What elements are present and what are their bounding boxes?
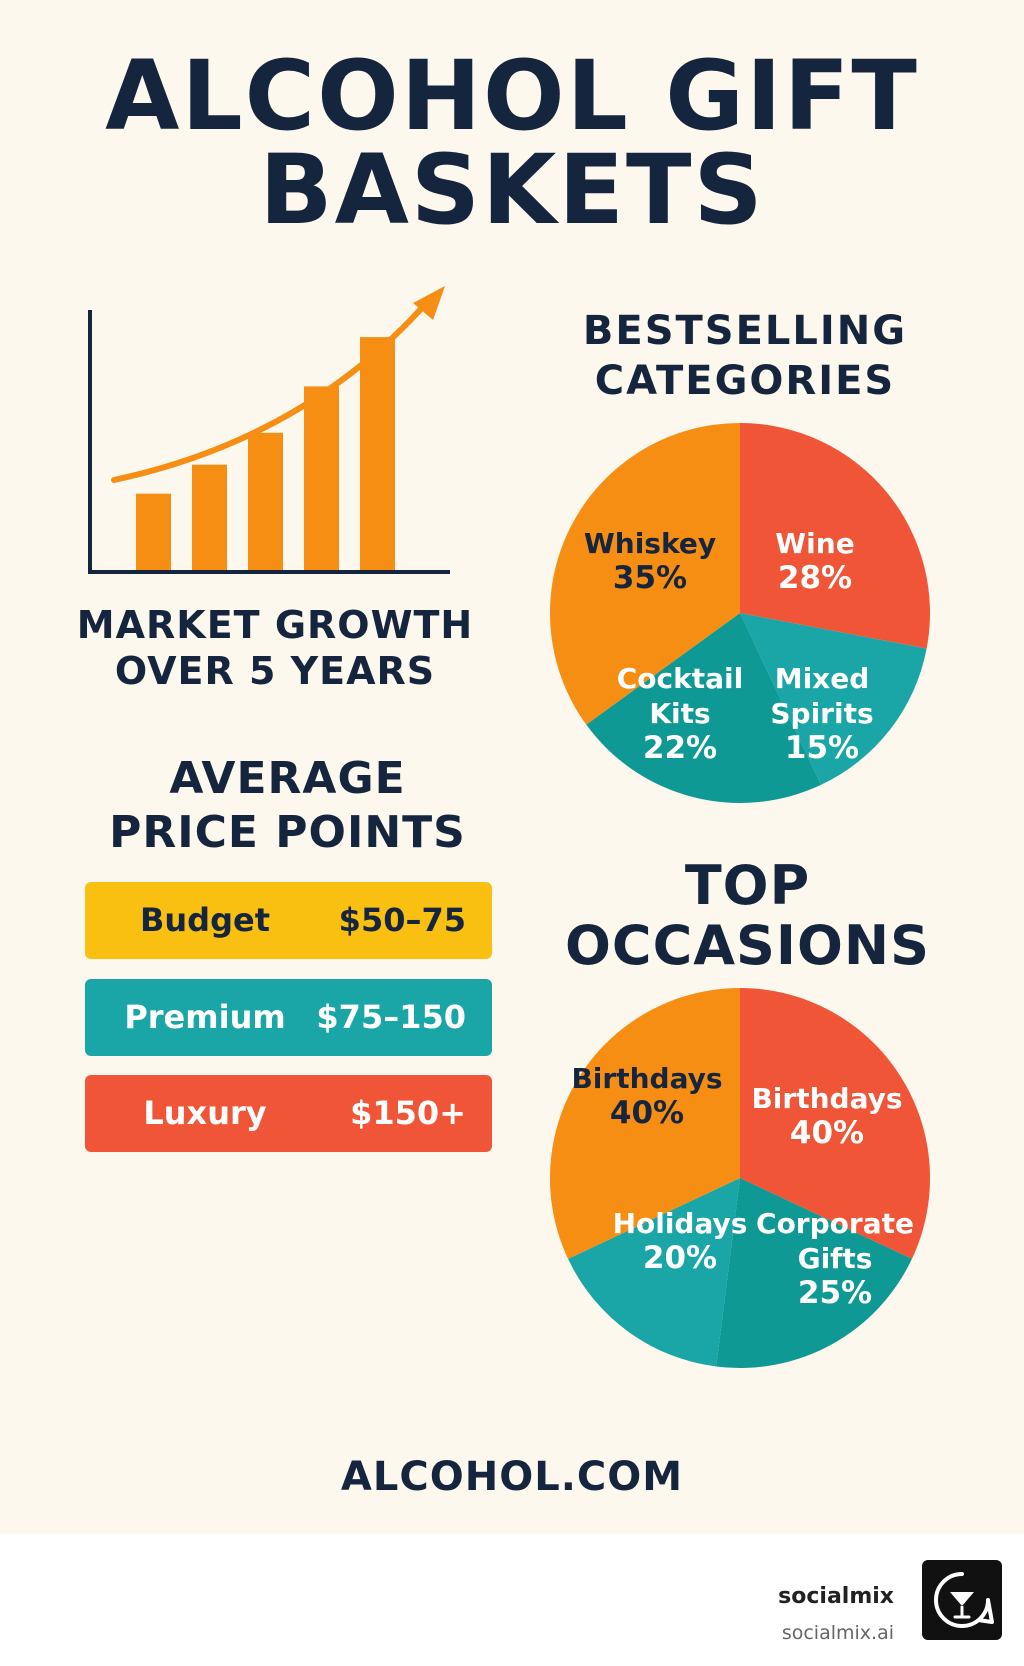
pie-slice (550, 423, 740, 725)
cocktail-glass-icon (934, 1572, 994, 1628)
growth-bar (248, 432, 283, 572)
price-tier-budget: Budget $50–75 (85, 882, 492, 959)
price-tier-label: Premium (124, 998, 286, 1036)
pie-slice-label: Whiskey 35% (584, 527, 716, 596)
price-heading-line1: AVERAGE (169, 753, 406, 804)
pie-slice-label: Mixed Spirits 15% (770, 662, 873, 766)
price-heading: AVERAGE PRICE POINTS (70, 752, 505, 860)
occasions-heading: TOP OCCASIONS (540, 856, 955, 976)
pie-slice (586, 613, 821, 803)
brand-name: socialmix (778, 1584, 894, 1609)
growth-bar (360, 337, 395, 572)
pie-slice-label: Birthdays 40% (571, 1062, 722, 1131)
growth-caption-line1: MARKET GROWTH (76, 603, 474, 647)
price-heading-line2: PRICE POINTS (109, 807, 466, 858)
growth-bar (192, 464, 227, 572)
growth-bar (304, 386, 339, 572)
price-tier-premium: Premium $75–150 (85, 979, 492, 1056)
pie-slice (550, 988, 740, 1259)
pie-slice (568, 1178, 740, 1367)
pie-slice-label: Birthdays 40% (751, 1082, 902, 1151)
pie-slice (740, 988, 930, 1259)
pie-slice (740, 613, 927, 785)
growth-bar (136, 493, 171, 572)
occasions-heading-line2: OCCASIONS (565, 914, 930, 977)
pie-slice (740, 423, 930, 649)
pie-slice (716, 1178, 912, 1368)
occasions-heading-line1: TOP (684, 854, 811, 917)
page-title-line1: ALCOHOL GIFT (105, 40, 919, 152)
price-tier-value: $75–150 (316, 998, 466, 1036)
growth-caption: MARKET GROWTH OVER 5 YEARS (60, 602, 490, 694)
pie-slice-label: Holidays 20% (613, 1207, 748, 1276)
growth-arrow-head (413, 286, 445, 320)
site-url: ALCOHOL.COM (340, 1454, 684, 1500)
market-growth-chart (88, 286, 450, 574)
page-title-line2: BASKETS (259, 134, 765, 246)
growth-trend-arrow (111, 307, 423, 483)
occasions-pie-chart: Birthdays 40% Corporate Gifts 25%Holidays 20%… (550, 988, 930, 1368)
growth-caption-line2: OVER 5 YEARS (114, 649, 436, 693)
price-tier-luxury: Luxury $150+ (85, 1075, 492, 1152)
categories-heading-line2: CATEGORIES (594, 358, 896, 404)
footer-bar: socialmix socialmix.ai (0, 1534, 1024, 1666)
categories-pie-chart: Wine 28% Mixed Spirits 15% Cocktail Kits 22% Whi… (550, 423, 930, 803)
pie-slice-label: Cocktail Kits 22% (617, 662, 743, 766)
price-tier-label: Luxury (143, 1094, 267, 1132)
pie-slice-label: Wine 28% (775, 527, 854, 596)
price-tier-value: $150+ (350, 1094, 466, 1132)
socialmix-logo[interactable] (922, 1560, 1002, 1640)
categories-heading-line1: BESTSELLING (582, 308, 908, 354)
brand-url[interactable]: socialmix.ai (781, 1622, 894, 1644)
pie-slice-label: Corporate Gifts 25% (756, 1207, 914, 1311)
categories-heading: BESTSELLING CATEGORIES (540, 306, 950, 406)
infographic: ALCOHOL GIFT BASKETS MARKET GROWTH OVER … (60, 40, 955, 1500)
price-tier-label: Budget (140, 901, 270, 939)
price-tier-value: $50–75 (338, 901, 466, 939)
